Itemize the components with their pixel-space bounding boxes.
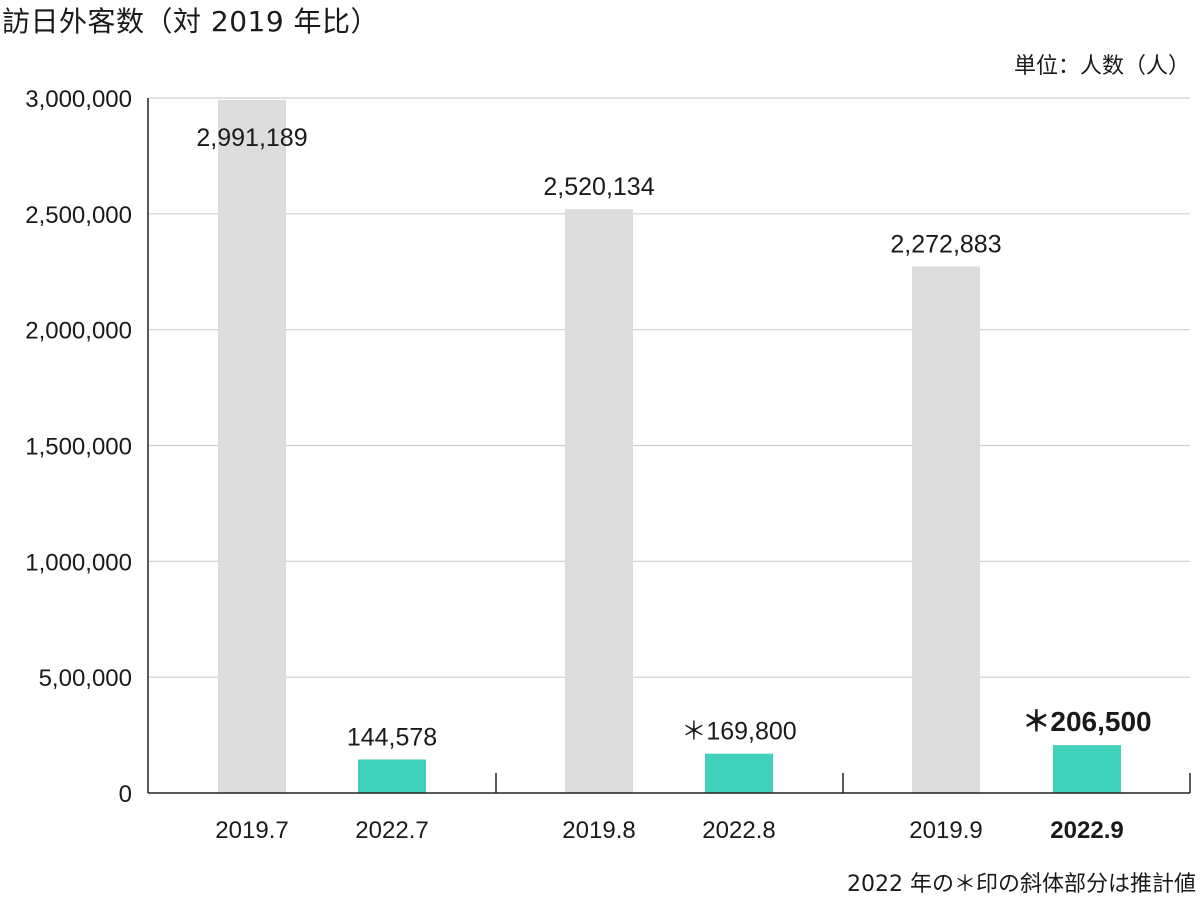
y-tick-label: 1,000,000 — [25, 549, 132, 576]
bar-2019.8 — [565, 209, 633, 794]
bar-2022.9 — [1053, 745, 1121, 793]
data-label: 144,578 — [347, 724, 437, 752]
data-labels: 2,991,189 144,578 2,520,134 ＊169,800 2,272,8… — [196, 124, 1151, 752]
axes — [147, 98, 1191, 794]
y-tick-label: 5,00,000 — [39, 665, 132, 692]
chart-title: 訪日外客数（対 2019 年比） — [2, 5, 380, 38]
x-tick-label: 2022.7 — [355, 817, 428, 844]
y-tick-label: 2,000,000 — [25, 318, 132, 345]
x-tick-label: 2022.8 — [702, 817, 775, 844]
bar-2019.9 — [912, 266, 980, 794]
bars — [218, 100, 1121, 794]
y-tick-label: 0 — [119, 781, 132, 808]
gridlines — [148, 97, 1190, 678]
y-tick-label: 3,000,000 — [25, 86, 132, 113]
data-label: ＊169,800 — [681, 718, 796, 746]
data-label: 2,272,883 — [890, 230, 1001, 258]
data-label: 2,991,189 — [196, 124, 307, 152]
x-tick-label: 2019.7 — [215, 817, 288, 844]
data-label: 2,520,134 — [543, 173, 654, 201]
footnote: 2022 年の＊印の斜体部分は推計値 — [847, 872, 1196, 897]
x-axis-ticks: 2019.7 2022.7 2019.8 2022.8 2019.9 2022.9 — [215, 817, 1123, 844]
x-tick-label: 2022.9 — [1050, 817, 1123, 844]
y-axis-ticks: 0 5,00,000 1,000,000 1,500,000 2,000,000 2,50… — [25, 86, 132, 808]
bar-2019.7 — [218, 100, 286, 794]
x-tick-label: 2019.9 — [909, 817, 982, 844]
bar-2022.7 — [358, 759, 426, 793]
y-tick-label: 2,500,000 — [25, 202, 132, 229]
unit-label: 単位：人数（人） — [1013, 54, 1190, 79]
data-label: ＊206,500 — [1022, 706, 1151, 737]
x-tick-label: 2019.8 — [562, 817, 635, 844]
y-tick-label: 1,500,000 — [25, 434, 132, 461]
bar-2022.8 — [705, 753, 773, 793]
